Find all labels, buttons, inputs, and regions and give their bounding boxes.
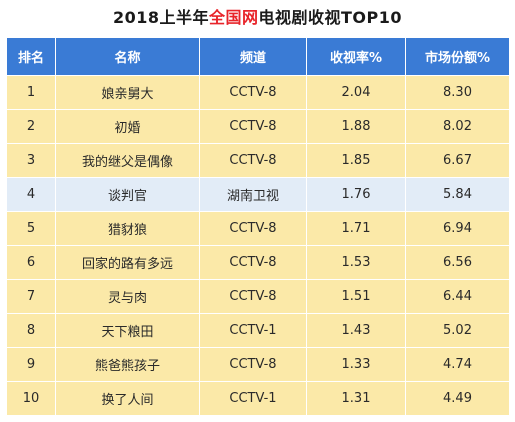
cell-channel: 湖南卫视 — [199, 177, 307, 212]
cell-rating: 1.88 — [306, 109, 406, 144]
table-row: 5 猎豺狼 CCTV-8 1.71 6.94 — [6, 211, 510, 246]
cell-name: 娘亲舅大 — [55, 75, 200, 110]
table-row: 8 天下粮田 CCTV-1 1.43 5.02 — [6, 313, 510, 348]
cell-channel: CCTV-8 — [199, 143, 307, 178]
header-channel: 频道 — [199, 37, 307, 76]
table-row: 10 换了人间 CCTV-1 1.31 4.49 — [6, 381, 510, 416]
cell-name: 我的继父是偶像 — [55, 143, 200, 178]
cell-rank: 1 — [6, 75, 56, 110]
cell-share: 6.67 — [405, 143, 510, 178]
title-prefix: 2018上半年 — [112, 8, 209, 27]
cell-name: 天下粮田 — [55, 313, 200, 348]
cell-name: 回家的路有多远 — [55, 245, 200, 280]
table-row: 9 熊爸熊孩子 CCTV-8 1.33 4.74 — [6, 347, 510, 382]
table-header-row: 排名 名称 频道 收视率% 市场份额% — [6, 37, 510, 76]
cell-rating: 1.43 — [306, 313, 406, 348]
cell-rating: 1.71 — [306, 211, 406, 246]
cell-name: 初婚 — [55, 109, 200, 144]
cell-rank: 2 — [6, 109, 56, 144]
cell-rank: 4 — [6, 177, 56, 212]
cell-rank: 3 — [6, 143, 56, 178]
cell-channel: CCTV-1 — [199, 381, 307, 416]
table-row: 2 初婚 CCTV-8 1.88 8.02 — [6, 109, 510, 144]
table-body: 1 娘亲舅大 CCTV-8 2.04 8.30 2 初婚 CCTV-8 1.88 8.02 3 我的继… — [6, 75, 510, 416]
cell-share: 5.02 — [405, 313, 510, 348]
title-suffix: 电视剧收视TOP10 — [258, 8, 403, 27]
cell-name: 猎豺狼 — [55, 211, 200, 246]
table-row: 1 娘亲舅大 CCTV-8 2.04 8.30 — [6, 75, 510, 110]
cell-share: 6.44 — [405, 279, 510, 314]
cell-name: 谈判官 — [55, 177, 200, 212]
header-name: 名称 — [55, 37, 200, 76]
cell-channel: CCTV-8 — [199, 279, 307, 314]
cell-rank: 6 — [6, 245, 56, 280]
cell-rank: 8 — [6, 313, 56, 348]
cell-rating: 1.33 — [306, 347, 406, 382]
cell-channel: CCTV-8 — [199, 75, 307, 110]
cell-rating: 1.85 — [306, 143, 406, 178]
cell-channel: CCTV-8 — [199, 211, 307, 246]
cell-name: 换了人间 — [55, 381, 200, 416]
cell-share: 4.49 — [405, 381, 510, 416]
title-highlight: 全国网 — [209, 8, 259, 27]
table-row: 3 我的继父是偶像 CCTV-8 1.85 6.67 — [6, 143, 510, 178]
cell-share: 5.84 — [405, 177, 510, 212]
table-row: 4 谈判官 湖南卫视 1.76 5.84 — [6, 177, 510, 212]
cell-share: 6.94 — [405, 211, 510, 246]
page-title: 2018上半年全国网电视剧收视TOP10 — [0, 0, 515, 36]
header-share: 市场份额% — [405, 37, 510, 76]
cell-channel: CCTV-1 — [199, 313, 307, 348]
header-rating: 收视率% — [306, 37, 406, 76]
cell-rank: 5 — [6, 211, 56, 246]
cell-share: 6.56 — [405, 245, 510, 280]
ratings-table: 排名 名称 频道 收视率% 市场份额% 1 娘亲舅大 CCTV-8 2.04 8.30 2… — [6, 37, 510, 416]
cell-rating: 2.04 — [306, 75, 406, 110]
cell-rank: 10 — [6, 381, 56, 416]
cell-rating: 1.76 — [306, 177, 406, 212]
table-row: 6 回家的路有多远 CCTV-8 1.53 6.56 — [6, 245, 510, 280]
cell-channel: CCTV-8 — [199, 109, 307, 144]
table-row: 7 灵与肉 CCTV-8 1.51 6.44 — [6, 279, 510, 314]
header-rank: 排名 — [6, 37, 56, 76]
cell-rating: 1.51 — [306, 279, 406, 314]
cell-rank: 9 — [6, 347, 56, 382]
cell-channel: CCTV-8 — [199, 347, 307, 382]
cell-rating: 1.31 — [306, 381, 406, 416]
cell-channel: CCTV-8 — [199, 245, 307, 280]
cell-share: 8.02 — [405, 109, 510, 144]
cell-rank: 7 — [6, 279, 56, 314]
cell-name: 灵与肉 — [55, 279, 200, 314]
cell-rating: 1.53 — [306, 245, 406, 280]
cell-name: 熊爸熊孩子 — [55, 347, 200, 382]
cell-share: 8.30 — [405, 75, 510, 110]
cell-share: 4.74 — [405, 347, 510, 382]
